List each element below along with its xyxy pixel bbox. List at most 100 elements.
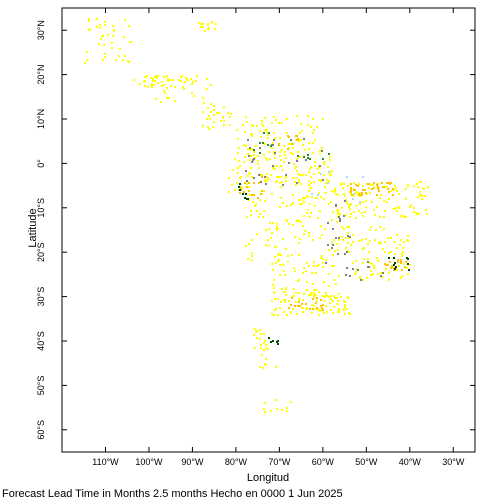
forecast-cell xyxy=(279,155,281,157)
forecast-cell xyxy=(124,55,126,57)
forecast-cell xyxy=(123,36,125,38)
forecast-cell xyxy=(152,84,154,86)
forecast-cell xyxy=(403,215,405,217)
forecast-cell xyxy=(259,199,261,201)
forecast-cell xyxy=(292,308,294,310)
forecast-cell xyxy=(343,309,345,311)
forecast-cell xyxy=(310,187,312,189)
forecast-cell xyxy=(320,173,322,175)
forecast-cell xyxy=(279,307,281,309)
forecast-cell xyxy=(198,22,200,24)
forecast-cell xyxy=(382,272,384,274)
forecast-cell xyxy=(294,305,296,307)
forecast-cell xyxy=(349,313,351,315)
forecast-cell xyxy=(206,78,208,80)
forecast-cell xyxy=(297,305,299,307)
forecast-cell xyxy=(319,153,321,155)
forecast-cell xyxy=(419,191,421,193)
forecast-cell xyxy=(246,180,248,182)
lon-tick-label: 60°W xyxy=(312,457,335,467)
forecast-cell xyxy=(242,193,244,195)
forecast-cell xyxy=(319,165,321,167)
forecast-cell xyxy=(280,186,282,188)
forecast-cell xyxy=(320,299,322,301)
forecast-cell xyxy=(253,154,255,156)
forecast-cell xyxy=(344,304,346,306)
forecast-cell xyxy=(362,176,364,178)
forecast-cell xyxy=(280,197,282,199)
forecast-cell xyxy=(214,28,216,30)
forecast-cell xyxy=(249,149,251,151)
forecast-cell xyxy=(369,192,371,194)
forecast-cell xyxy=(315,294,317,296)
forecast-cell xyxy=(147,86,149,88)
forecast-cell xyxy=(297,155,299,157)
forecast-cell xyxy=(274,137,276,139)
forecast-cell xyxy=(274,152,276,154)
forecast-cell xyxy=(170,85,172,87)
forecast-cell xyxy=(124,19,126,21)
forecast-cell xyxy=(96,26,98,28)
forecast-cell xyxy=(298,254,300,256)
forecast-cell xyxy=(380,194,382,196)
forecast-cell xyxy=(338,216,340,218)
forecast-cell xyxy=(325,292,327,294)
lat-tick-label: 30°S xyxy=(36,287,46,307)
forecast-cell xyxy=(328,249,330,251)
forecast-cell xyxy=(399,244,401,246)
forecast-cell xyxy=(292,194,294,196)
forecast-cell xyxy=(345,274,347,276)
forecast-cell xyxy=(322,179,324,181)
forecast-cell xyxy=(227,112,229,114)
forecast-cell xyxy=(301,130,303,132)
forecast-cell xyxy=(271,313,273,315)
forecast-cell xyxy=(272,144,274,146)
forecast-cell xyxy=(239,189,241,191)
forecast-cell xyxy=(133,79,135,81)
forecast-cell xyxy=(298,298,300,300)
forecast-cell xyxy=(294,167,296,169)
forecast-cell xyxy=(388,279,390,281)
forecast-cell xyxy=(266,159,268,161)
forecast-cell xyxy=(331,170,333,172)
forecast-cell xyxy=(377,260,379,262)
forecast-cell xyxy=(231,184,233,186)
forecast-cell xyxy=(270,145,272,147)
forecast-cell xyxy=(287,135,289,137)
forecast-cell xyxy=(370,270,372,272)
forecast-caption: Forecast Lead Time in Months 2.5 months … xyxy=(2,488,343,500)
forecast-cell xyxy=(283,311,285,313)
forecast-cell xyxy=(265,183,267,185)
forecast-cell xyxy=(388,191,390,193)
forecast-cell xyxy=(174,86,176,88)
forecast-cell xyxy=(306,262,308,264)
forecast-cell xyxy=(251,239,253,241)
forecast-cell xyxy=(386,186,388,188)
axis-ticks: 110°W 100°W 90°W 80°W 70°W 60°W 50°W 40°W 30°W 30… xyxy=(36,8,475,467)
forecast-cell xyxy=(283,145,285,147)
forecast-cell xyxy=(365,238,367,240)
forecast-cell xyxy=(250,214,252,216)
forecast-cell xyxy=(302,311,304,313)
forecast-cell xyxy=(244,131,246,133)
forecast-cell xyxy=(362,185,364,187)
forecast-cell xyxy=(100,38,102,40)
forecast-cell xyxy=(378,190,380,192)
forecast-cell xyxy=(274,298,276,300)
forecast-cell xyxy=(342,187,344,189)
forecast-cell xyxy=(258,216,260,218)
forecast-cell xyxy=(311,312,313,314)
forecast-cell xyxy=(207,126,209,128)
forecast-cell xyxy=(332,254,334,256)
forecast-cell xyxy=(282,184,284,186)
forecast-cell xyxy=(332,244,334,246)
forecast-cell xyxy=(251,148,253,150)
forecast-cell xyxy=(112,35,114,37)
forecast-cell xyxy=(309,203,311,205)
forecast-cell xyxy=(190,78,192,80)
forecast-cell xyxy=(313,293,315,295)
forecast-cell xyxy=(409,264,411,266)
forecast-cell xyxy=(333,239,335,241)
forecast-cell xyxy=(357,269,359,271)
